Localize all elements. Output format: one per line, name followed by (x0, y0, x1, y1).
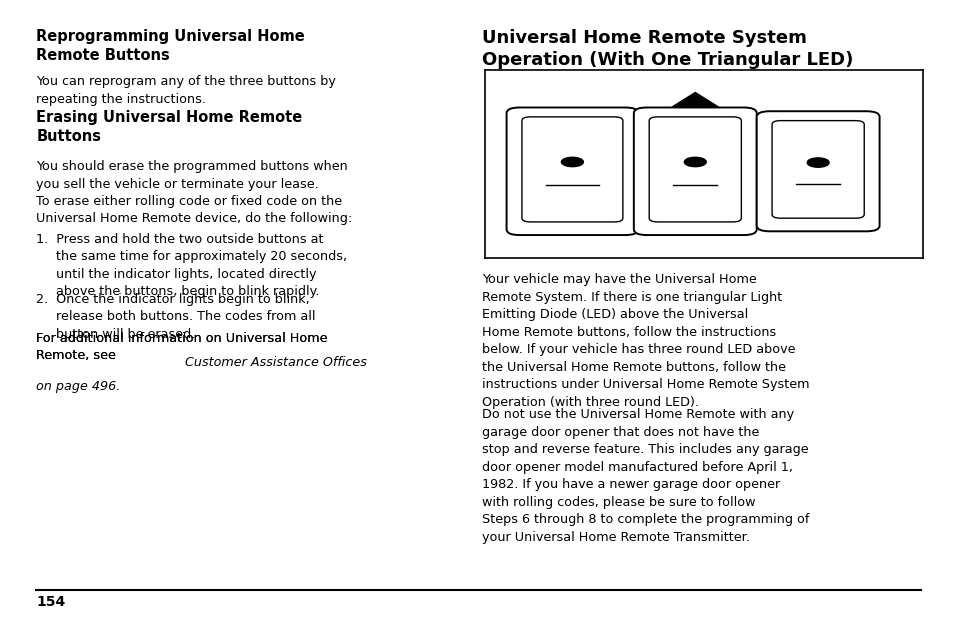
Text: You can reprogram any of the three buttons by
repeating the instructions.: You can reprogram any of the three butto… (36, 75, 335, 106)
Circle shape (806, 158, 828, 167)
FancyBboxPatch shape (506, 107, 638, 235)
Text: Reprogramming Universal Home
Remote Buttons: Reprogramming Universal Home Remote Butt… (36, 29, 305, 63)
Text: Do not use the Universal Home Remote with any
garage door opener that does not h: Do not use the Universal Home Remote wit… (481, 408, 808, 544)
Text: 2.  Once the indicator lights begin to blink,
     release both buttons. The cod: 2. Once the indicator lights begin to bl… (36, 293, 315, 340)
Circle shape (560, 157, 583, 167)
Text: Customer Assistance Offices: Customer Assistance Offices (185, 356, 367, 369)
Text: For additional information on Universal Home
Remote, see: For additional information on Universal … (36, 332, 328, 363)
FancyBboxPatch shape (756, 111, 879, 232)
FancyBboxPatch shape (648, 117, 740, 222)
Text: Erasing Universal Home Remote
Buttons: Erasing Universal Home Remote Buttons (36, 110, 302, 144)
Polygon shape (672, 92, 718, 107)
Text: 154: 154 (36, 595, 66, 609)
FancyBboxPatch shape (771, 121, 863, 218)
Text: 1.  Press and hold the two outside buttons at
     the same time for approximate: 1. Press and hold the two outside button… (36, 233, 347, 298)
Circle shape (683, 157, 705, 167)
Text: To erase either rolling code or fixed code on the
Universal Home Remote device, : To erase either rolling code or fixed co… (36, 195, 352, 225)
FancyBboxPatch shape (521, 117, 622, 222)
Text: Your vehicle may have the Universal Home
Remote System. If there is one triangul: Your vehicle may have the Universal Home… (481, 273, 808, 409)
Text: You should erase the programmed buttons when
you sell the vehicle or terminate y: You should erase the programmed buttons … (36, 160, 348, 191)
Text: For additional information on Universal Home
Remote, see: For additional information on Universal … (36, 332, 328, 363)
FancyBboxPatch shape (633, 107, 756, 235)
Text: Universal Home Remote System
Operation (With One Triangular LED): Universal Home Remote System Operation (… (481, 29, 852, 69)
Text: on page 496.: on page 496. (36, 380, 120, 392)
